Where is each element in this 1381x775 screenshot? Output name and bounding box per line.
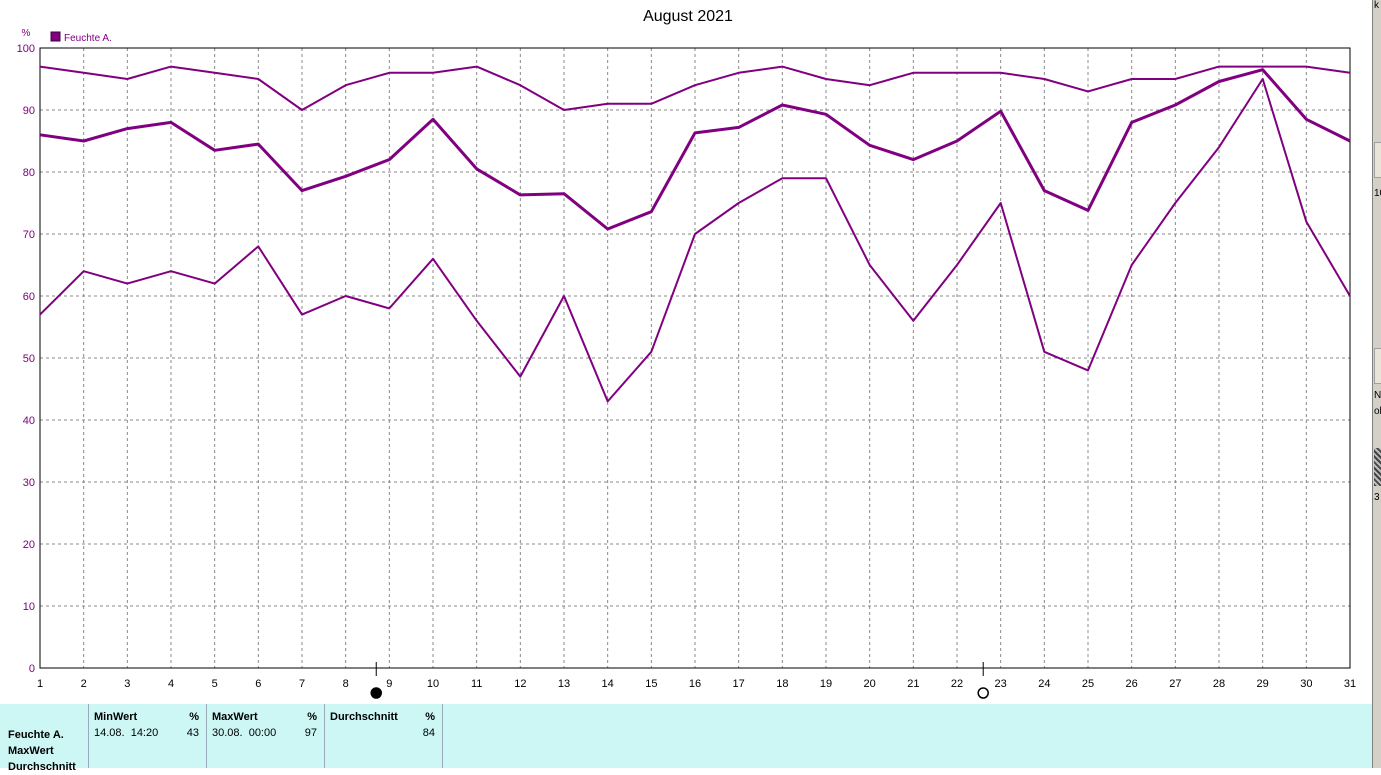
new-moon-icon (977, 687, 989, 699)
y-tick-label: 70 (23, 229, 35, 241)
max-header: MaxWert (212, 711, 258, 723)
edge-text-fragment: 3 (1374, 492, 1380, 503)
series-line-avg (39, 68, 1351, 231)
y-tick-label: 90 (23, 105, 35, 117)
moon-markers (370, 662, 989, 699)
avg-unit: % (425, 711, 435, 723)
background-window-edge: k 10 Ne ol 3 (1372, 0, 1381, 768)
x-tick-label: 8 (343, 678, 349, 690)
max-value: 97 (304, 727, 317, 739)
x-tick-label: 10 (427, 678, 439, 690)
x-tick-labels: 1 2 3 4 5 6 7 8 9 10 11 12 13 14 15 16 17 18 19 20 21 22 23 24 2… (37, 678, 1356, 690)
y-tick-label: 60 (23, 291, 35, 303)
edge-text-fragment: 10 (1374, 188, 1381, 199)
x-tick-label: 1 (37, 678, 43, 690)
row-label-sensor: Feuchte A. (8, 729, 64, 741)
x-tick-label: 9 (386, 678, 392, 690)
x-tick-label: 3 (124, 678, 130, 690)
y-tick-label: 80 (23, 167, 35, 179)
stats-panel: Feuchte A. MaxWert Durchschnitt MinWert … (0, 704, 1372, 773)
edge-text-fragment: Ne (1374, 390, 1381, 401)
x-tick-label: 30 (1300, 678, 1312, 690)
x-tick-label: 18 (776, 678, 788, 690)
x-tick-label: 2 (81, 678, 87, 690)
avg-value: 84 (422, 727, 435, 739)
x-tick-label: 23 (995, 678, 1007, 690)
legend-swatch (50, 31, 61, 42)
plot-frame (39, 47, 1351, 669)
full-moon-icon (370, 687, 382, 699)
y-tick-label: 10 (23, 601, 35, 613)
x-tick-label: 14 (602, 678, 614, 690)
row-label-avg: Durchschnitt (8, 761, 76, 773)
min-header: MinWert (94, 711, 138, 723)
min-column: MinWert % 14.08. 14:20 43 (88, 704, 206, 768)
x-tick-label: 20 (864, 678, 876, 690)
x-tick-label: 5 (212, 678, 218, 690)
avg-column: Durchschnitt % 84 (324, 704, 443, 768)
y-tick-label: 50 (23, 353, 35, 365)
edge-panel (1374, 142, 1381, 178)
x-tick-label: 13 (558, 678, 570, 690)
y-tick-label: 20 (23, 539, 35, 551)
edge-panel (1374, 348, 1381, 384)
y-axis-unit: % (22, 28, 31, 39)
x-tick-label: 25 (1082, 678, 1094, 690)
edge-thumbnail (1374, 448, 1381, 486)
y-tick-label: 30 (23, 477, 35, 489)
x-tick-label: 26 (1126, 678, 1138, 690)
x-tick-label: 11 (471, 678, 482, 690)
row-label-max: MaxWert (8, 745, 54, 757)
series-lines (39, 65, 1351, 403)
min-value: 43 (186, 727, 199, 739)
y-tick-label: 40 (23, 415, 35, 427)
humidity-chart: August 2021 % Feuchte A. 010203040506070… (17, 8, 1356, 699)
y-tick-labels: 0 10 20 30 40 50 60 70 80 90 100 (17, 43, 35, 675)
max-column: MaxWert % 30.08. 00:00 97 (206, 704, 324, 768)
x-tick-label: 28 (1213, 678, 1225, 690)
edge-text-fragment: ol (1374, 406, 1381, 417)
series-line-max (39, 65, 1351, 111)
x-tick-label: 22 (951, 678, 963, 690)
min-timestamp: 14.08. 14:20 (94, 727, 159, 739)
series-line-min (39, 78, 1351, 403)
avg-header: Durchschnitt (330, 711, 398, 723)
y-tick-label: 100 (17, 43, 35, 55)
x-tick-label: 31 (1344, 678, 1356, 690)
x-tick-label: 7 (299, 678, 305, 690)
x-tick-label: 29 (1257, 678, 1269, 690)
chart-title: August 2021 (643, 8, 733, 25)
max-unit: % (307, 711, 317, 723)
x-tick-label: 12 (514, 678, 526, 690)
x-tick-label: 4 (168, 678, 174, 690)
y-tick-label: 0 (29, 663, 35, 675)
x-tick-label: 27 (1169, 678, 1181, 690)
max-timestamp: 30.08. 00:00 (212, 727, 277, 739)
x-tick-label: 17 (733, 678, 745, 690)
x-tick-label: 19 (820, 678, 832, 690)
min-unit: % (189, 711, 199, 723)
legend-label: Feuchte A. (64, 33, 112, 44)
edge-text-fragment: k (1374, 0, 1379, 11)
x-tick-label: 15 (645, 678, 657, 690)
grid (40, 48, 1350, 668)
x-tick-label: 6 (255, 678, 261, 690)
x-tick-label: 24 (1038, 678, 1050, 690)
x-tick-label: 21 (907, 678, 919, 690)
x-tick-label: 16 (689, 678, 701, 690)
